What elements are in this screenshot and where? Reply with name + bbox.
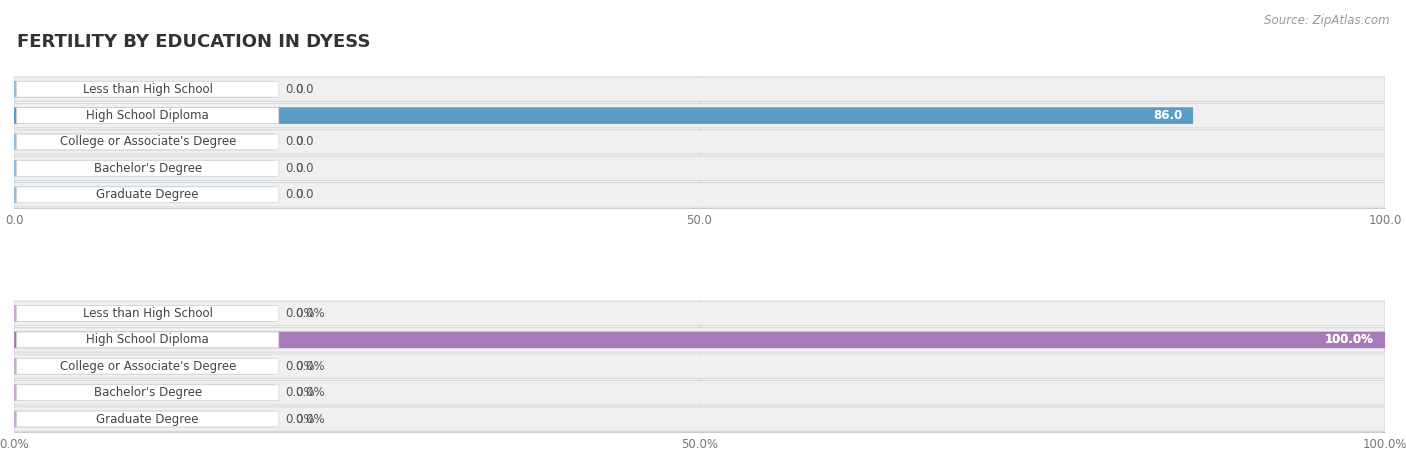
FancyBboxPatch shape xyxy=(14,411,274,428)
FancyBboxPatch shape xyxy=(14,332,1385,348)
Text: 0.0%: 0.0% xyxy=(285,413,315,426)
FancyBboxPatch shape xyxy=(14,407,1385,431)
FancyBboxPatch shape xyxy=(14,133,274,150)
Text: 0.0: 0.0 xyxy=(295,162,314,175)
FancyBboxPatch shape xyxy=(14,328,1385,352)
Text: 0.0%: 0.0% xyxy=(295,360,325,373)
Text: 0.0: 0.0 xyxy=(295,135,314,149)
Text: 0.0%: 0.0% xyxy=(295,307,325,320)
FancyBboxPatch shape xyxy=(14,77,1385,102)
FancyBboxPatch shape xyxy=(14,182,1385,207)
Text: Less than High School: Less than High School xyxy=(83,83,212,95)
FancyBboxPatch shape xyxy=(17,305,278,322)
Text: Source: ZipAtlas.com: Source: ZipAtlas.com xyxy=(1264,14,1389,27)
FancyBboxPatch shape xyxy=(17,161,278,176)
FancyBboxPatch shape xyxy=(14,384,274,401)
FancyBboxPatch shape xyxy=(14,156,1385,180)
Text: 0.0: 0.0 xyxy=(285,83,304,95)
Text: Less than High School: Less than High School xyxy=(83,307,212,320)
Text: College or Associate's Degree: College or Associate's Degree xyxy=(59,135,236,149)
FancyBboxPatch shape xyxy=(14,186,274,203)
Text: FERTILITY BY EDUCATION IN DYESS: FERTILITY BY EDUCATION IN DYESS xyxy=(17,33,370,51)
Text: 86.0: 86.0 xyxy=(1153,109,1182,122)
FancyBboxPatch shape xyxy=(17,385,278,400)
Text: 100.0%: 100.0% xyxy=(1324,333,1374,346)
FancyBboxPatch shape xyxy=(14,104,1385,128)
Text: High School Diploma: High School Diploma xyxy=(86,333,209,346)
Text: High School Diploma: High School Diploma xyxy=(86,109,209,122)
FancyBboxPatch shape xyxy=(17,108,278,124)
Text: 0.0: 0.0 xyxy=(285,135,304,149)
FancyBboxPatch shape xyxy=(17,81,278,97)
FancyBboxPatch shape xyxy=(17,411,278,427)
FancyBboxPatch shape xyxy=(14,380,1385,405)
Text: College or Associate's Degree: College or Associate's Degree xyxy=(59,360,236,373)
Text: Graduate Degree: Graduate Degree xyxy=(97,413,200,426)
Text: 0.0%: 0.0% xyxy=(285,360,315,373)
FancyBboxPatch shape xyxy=(14,107,1194,124)
FancyBboxPatch shape xyxy=(14,301,1385,326)
Text: 0.0%: 0.0% xyxy=(285,386,315,399)
FancyBboxPatch shape xyxy=(14,130,1385,154)
FancyBboxPatch shape xyxy=(17,332,278,348)
Text: Graduate Degree: Graduate Degree xyxy=(97,188,200,201)
Text: 0.0: 0.0 xyxy=(285,162,304,175)
FancyBboxPatch shape xyxy=(14,160,274,177)
FancyBboxPatch shape xyxy=(17,134,278,150)
Text: 0.0: 0.0 xyxy=(295,188,314,201)
Text: 0.0%: 0.0% xyxy=(295,413,325,426)
FancyBboxPatch shape xyxy=(14,358,274,375)
Text: Bachelor's Degree: Bachelor's Degree xyxy=(94,386,202,399)
FancyBboxPatch shape xyxy=(17,359,278,374)
Text: Bachelor's Degree: Bachelor's Degree xyxy=(94,162,202,175)
Text: 0.0%: 0.0% xyxy=(285,307,315,320)
Text: 0.0: 0.0 xyxy=(295,83,314,95)
FancyBboxPatch shape xyxy=(14,354,1385,379)
Text: 0.0: 0.0 xyxy=(285,188,304,201)
FancyBboxPatch shape xyxy=(14,305,274,322)
Text: 100.0%: 100.0% xyxy=(1324,333,1374,346)
Text: 0.0%: 0.0% xyxy=(295,386,325,399)
FancyBboxPatch shape xyxy=(14,81,274,97)
FancyBboxPatch shape xyxy=(17,187,278,203)
